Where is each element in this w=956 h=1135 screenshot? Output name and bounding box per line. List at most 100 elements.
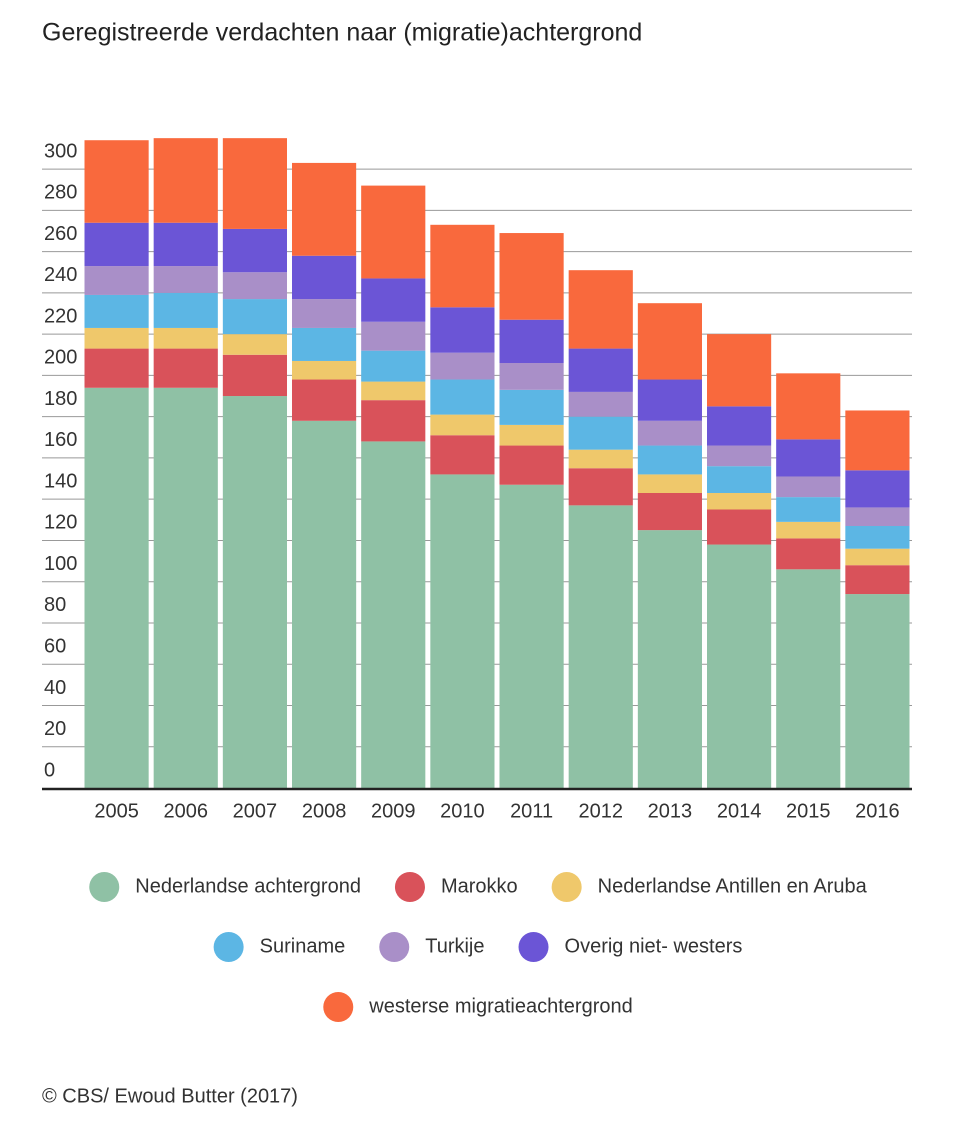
bar-segment — [361, 441, 426, 788]
bar-segment — [222, 354, 287, 397]
bar-segment — [776, 538, 841, 570]
bar-segment — [637, 379, 702, 421]
bar-segment — [776, 476, 841, 498]
bar-segment — [845, 507, 910, 526]
bar-segment — [845, 525, 910, 549]
bar-segment — [568, 505, 633, 788]
bar-segment — [430, 414, 495, 436]
x-tick-label: 2016 — [855, 800, 900, 822]
legend-label: Suriname — [260, 935, 346, 957]
bar-segment — [845, 548, 910, 566]
bar-segment — [845, 594, 910, 788]
chart-title: Geregistreerde verdachten naar (migratie… — [42, 19, 642, 47]
legend-item: westerse migratieachtergrond — [323, 992, 633, 1022]
bar-segment — [153, 138, 218, 223]
y-tick-label: 100 — [44, 553, 77, 575]
x-tick-label: 2011 — [510, 800, 553, 822]
bar-segment — [568, 416, 633, 450]
x-tick-label: 2014 — [717, 800, 762, 822]
legend-label: Overig niet- westers — [565, 935, 743, 957]
bar-segment — [430, 379, 495, 415]
bar-segment — [361, 185, 426, 279]
y-tick-label: 280 — [44, 182, 77, 204]
bar-segment — [361, 350, 426, 382]
bar-segment — [707, 466, 772, 493]
bar-segment — [499, 233, 564, 320]
bar-segment — [222, 396, 287, 788]
bar-segment — [707, 544, 772, 788]
x-tick-label: 2013 — [648, 800, 693, 822]
bar-segment — [430, 224, 495, 308]
y-tick-label: 260 — [44, 223, 77, 245]
bar-segment — [845, 470, 910, 508]
y-tick-label: 180 — [44, 388, 77, 410]
x-tick-label: 2010 — [440, 800, 485, 822]
bar-segment — [499, 424, 564, 446]
y-tick-label: 0 — [44, 759, 55, 781]
bar-segment — [776, 497, 841, 522]
bar-segment — [499, 389, 564, 425]
bar-segment — [707, 492, 772, 510]
bar-segment — [568, 348, 633, 392]
legend-swatch — [518, 932, 549, 962]
legend-swatch — [379, 932, 410, 962]
bar-segment — [430, 435, 495, 475]
legend-label: westerse migratieachtergrond — [368, 995, 632, 1017]
bar-segment — [361, 278, 426, 322]
bar-segment — [568, 468, 633, 506]
bar-segment — [84, 348, 149, 388]
legend-item: Nederlandse achtergrond — [89, 872, 361, 902]
y-tick-label: 240 — [44, 264, 77, 286]
bar-segment — [637, 420, 702, 446]
bar-segment — [776, 521, 841, 539]
bar-segment — [637, 492, 702, 531]
y-tick-label: 300 — [44, 140, 77, 162]
legend-item: Overig niet- westers — [518, 932, 743, 962]
bar-segment — [776, 569, 841, 788]
bar-segment — [292, 420, 357, 788]
bar-segment — [153, 266, 218, 293]
legend-label: Marokko — [441, 875, 518, 897]
bar-segment — [292, 255, 357, 300]
legend-label: Turkije — [425, 935, 484, 957]
bar-segment — [84, 387, 149, 788]
bar-segment — [637, 445, 702, 475]
bar-segment — [568, 449, 633, 469]
legend-item: Marokko — [394, 872, 518, 902]
y-tick-label: 40 — [44, 677, 66, 699]
bar-segment — [153, 222, 218, 267]
bar-segment — [222, 228, 287, 273]
bar-segment — [222, 299, 287, 335]
bar-segment — [222, 138, 287, 229]
y-tick-label: 220 — [44, 305, 77, 327]
legend-item: Suriname — [213, 932, 346, 962]
bar-segment — [707, 445, 772, 467]
x-tick-label: 2012 — [579, 800, 624, 822]
y-tick-label: 200 — [44, 347, 77, 369]
bar-segment — [707, 334, 772, 407]
bar-segment — [499, 445, 564, 485]
bar-segment — [292, 299, 357, 328]
bar-segment — [637, 474, 702, 493]
bar-segment — [222, 334, 287, 355]
bar-segment — [499, 319, 564, 364]
bar-segment — [499, 484, 564, 788]
legend-label: Nederlandse achtergrond — [135, 875, 361, 897]
x-tick-label: 2005 — [94, 800, 139, 822]
bar-segment — [707, 509, 772, 545]
x-tick-label: 2009 — [371, 800, 416, 822]
bar-segment — [292, 379, 357, 421]
legend-swatch — [213, 932, 244, 962]
bar-segment — [637, 530, 702, 788]
legend-swatch — [323, 992, 354, 1022]
y-tick-label: 60 — [44, 636, 66, 658]
source: © CBS/ Ewoud Butter (2017) — [42, 1085, 298, 1107]
bar-segment — [430, 474, 495, 788]
bar-segment — [776, 373, 841, 440]
bar-segment — [707, 406, 772, 446]
bar-segment — [568, 391, 633, 417]
bar-segment — [153, 327, 218, 349]
bar-segment — [568, 270, 633, 349]
legend-label: Nederlandse Antillen en Aruba — [598, 875, 868, 897]
